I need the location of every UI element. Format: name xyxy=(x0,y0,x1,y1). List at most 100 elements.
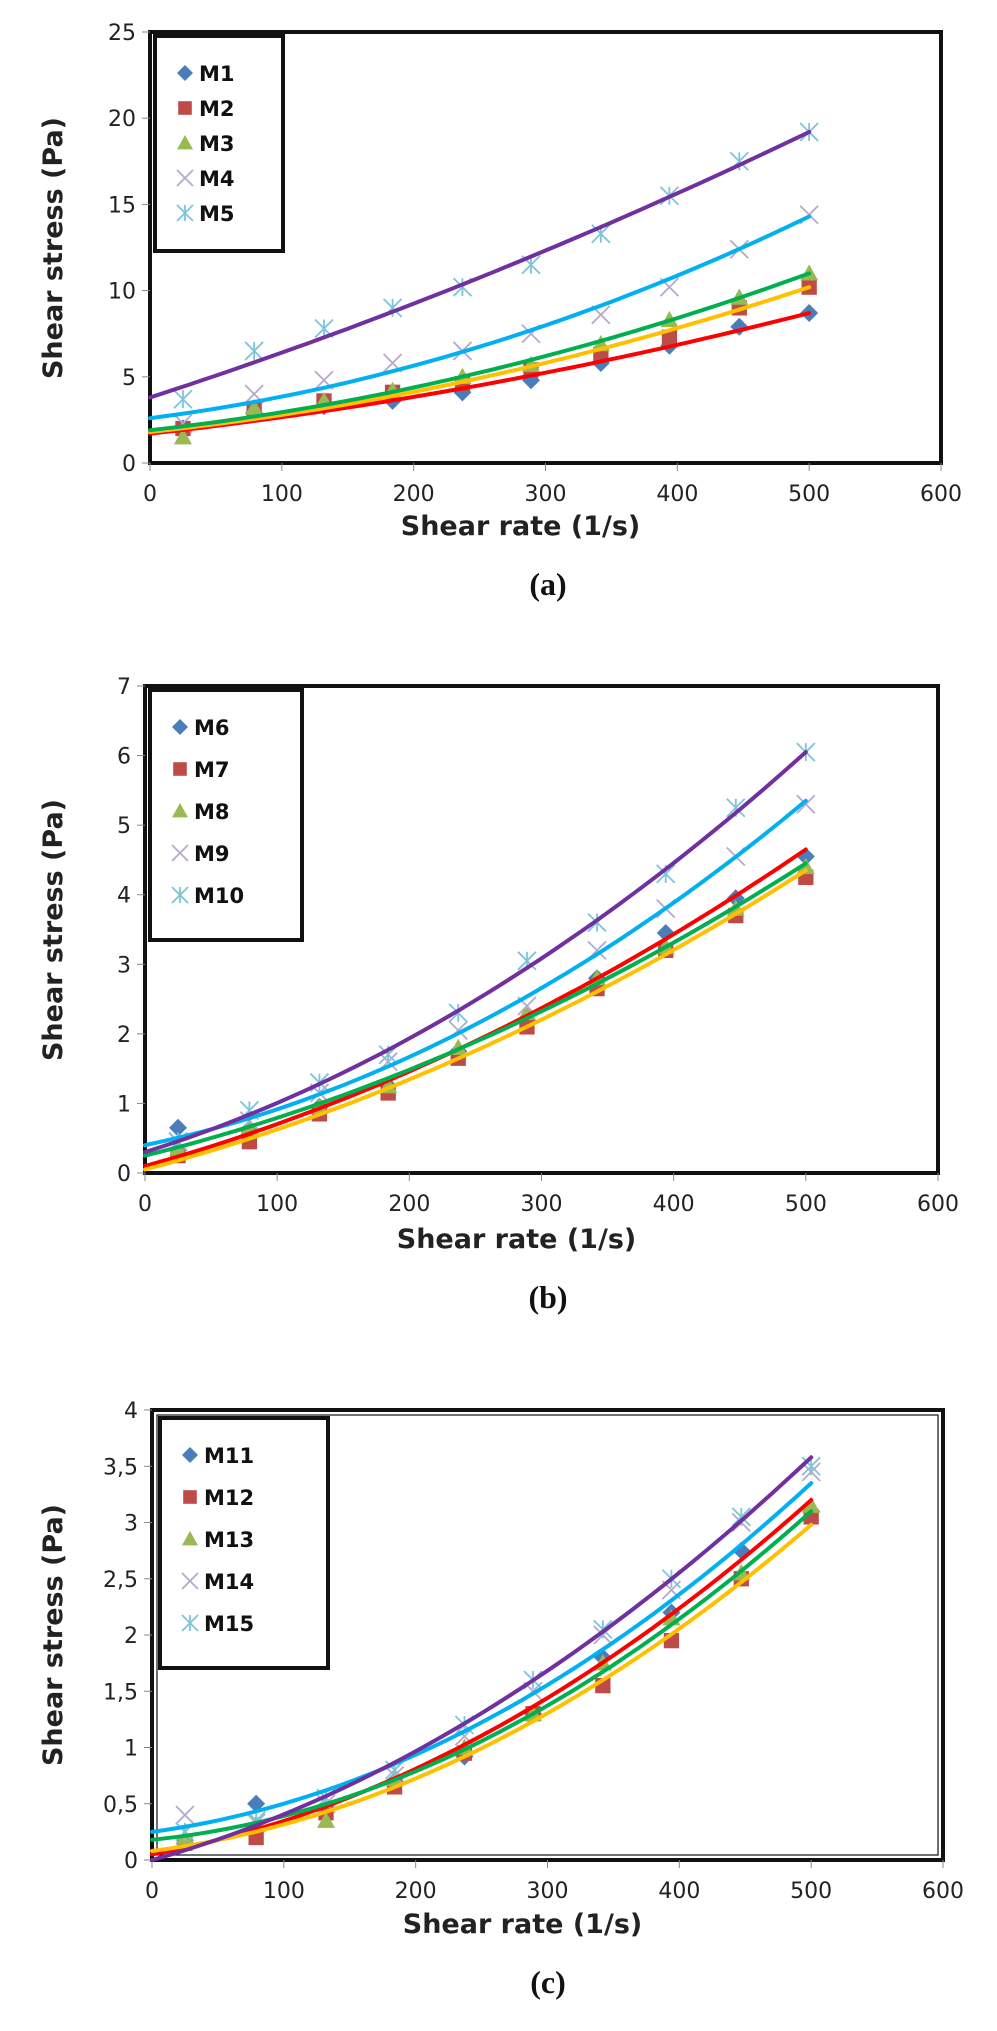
fit-line-M1 xyxy=(148,311,812,436)
data-point xyxy=(173,428,192,445)
legend-label: M4 xyxy=(199,167,235,191)
y-tick-label: 7 xyxy=(117,675,131,700)
data-point xyxy=(169,1118,188,1137)
fit-line-M8 xyxy=(143,861,808,1158)
y-axis-title: Shear stress (Pa) xyxy=(38,117,69,379)
y-tick-label: 3 xyxy=(124,1512,138,1537)
legend-label: M8 xyxy=(194,800,230,824)
x-axis-title: Shear rate (1/s) xyxy=(403,1909,642,1940)
legend-label: M1 xyxy=(199,62,235,86)
data-point-stroke xyxy=(244,384,264,404)
legend-marker-asterisk-icon xyxy=(176,204,194,222)
y-tick-label: 0 xyxy=(122,452,136,477)
x-tick-label: 0 xyxy=(143,482,157,507)
x-tick-label: 0 xyxy=(145,1879,159,1904)
data-point xyxy=(244,341,264,361)
y-tick-label: 4 xyxy=(117,884,131,909)
x-tick-label: 400 xyxy=(658,1879,700,1904)
y-tick-label: 10 xyxy=(108,280,136,305)
legend: M11 M12 M13 M14 M15 xyxy=(158,1416,330,1670)
legend-marker-diamond-icon xyxy=(182,1447,198,1463)
fit-line-M7 xyxy=(143,868,808,1172)
legend-label: M11 xyxy=(204,1444,254,1468)
x-axis-title: Shear rate (1/s) xyxy=(397,1224,636,1255)
data-point-stroke xyxy=(796,794,816,814)
x-tick-label: 100 xyxy=(263,1879,305,1904)
y-tick-label: 0 xyxy=(117,1162,131,1187)
y-tick-label: 2 xyxy=(124,1624,138,1649)
y-tick-label: 1 xyxy=(124,1737,138,1762)
x-tick-label: 500 xyxy=(788,482,830,507)
x-tick-label: 300 xyxy=(521,1192,563,1217)
fit-line-M4 xyxy=(148,214,812,421)
legend-marker-triangle-icon xyxy=(177,135,193,150)
legend-marker-x-icon xyxy=(171,844,189,862)
data-point xyxy=(245,398,264,416)
x-tick-label: 300 xyxy=(527,1879,569,1904)
legend-marker-diamond-icon xyxy=(177,65,193,81)
legend-label: M10 xyxy=(194,884,244,908)
x-tick-label: 400 xyxy=(653,1192,695,1217)
x-tick-label: 400 xyxy=(656,482,698,507)
x-tick-label: 100 xyxy=(256,1192,298,1217)
x-tick-label: 200 xyxy=(393,482,435,507)
y-tick-label: 2,5 xyxy=(103,1568,138,1593)
y-tick-label: 1 xyxy=(117,1092,131,1117)
data-point xyxy=(317,1811,336,1828)
plot-frame-inner xyxy=(156,1414,939,1856)
y-axis-title: Shear stress (Pa) xyxy=(38,1504,69,1766)
legend-label: M12 xyxy=(204,1486,254,1510)
fit-line-M9 xyxy=(143,798,808,1148)
data-point xyxy=(802,1496,821,1513)
legend-label: M15 xyxy=(204,1612,254,1636)
x-tick-label: 600 xyxy=(920,482,962,507)
legend-marker-square-icon xyxy=(173,762,187,776)
legend-label: M3 xyxy=(199,132,235,156)
legend-label: M5 xyxy=(199,202,235,226)
y-tick-label: 25 xyxy=(108,21,136,46)
panel-label: (a) xyxy=(529,566,566,602)
y-tick-label: 0 xyxy=(124,1849,138,1874)
fit-line-M2 xyxy=(148,285,812,434)
y-tick-label: 6 xyxy=(117,745,131,770)
x-tick-label: 500 xyxy=(790,1879,832,1904)
legend-label: M9 xyxy=(194,842,230,866)
x-tick-label: 200 xyxy=(388,1192,430,1217)
x-tick-label: 0 xyxy=(138,1192,152,1217)
legend-box xyxy=(153,34,285,253)
y-tick-label: 2 xyxy=(117,1023,131,1048)
legend-marker-triangle-icon xyxy=(172,803,188,818)
y-tick-label: 3,5 xyxy=(103,1455,138,1480)
fit-line-M3 xyxy=(148,271,812,433)
data-point-stroke xyxy=(175,1805,195,1825)
legend-marker-asterisk-icon xyxy=(171,886,189,904)
data-point xyxy=(175,1805,195,1825)
data-point-stroke xyxy=(591,305,611,325)
y-tick-label: 5 xyxy=(122,366,136,391)
legend-label: M7 xyxy=(194,758,230,782)
data-point-stroke xyxy=(382,353,403,373)
data-point xyxy=(796,794,816,814)
panel-a: 0 5 10 15 20 25 0 100 200 300 400 500 600 Shear rate … xyxy=(38,21,962,602)
y-tick-label: 3 xyxy=(117,953,131,978)
x-tick-label: 500 xyxy=(785,1192,827,1217)
data-point-stroke xyxy=(517,996,537,1016)
legend-marker-diamond-icon xyxy=(172,719,188,735)
panel-c: 0 0,5 1 1,5 2 2,5 3 3,5 4 0 100 200 300 400 500 600 Shea… xyxy=(38,1399,964,2000)
fit-line-M5 xyxy=(148,130,812,400)
data-point xyxy=(173,389,193,409)
fit-line-M12 xyxy=(150,1522,814,1853)
x-tick-label: 200 xyxy=(395,1879,437,1904)
panel-label: (c) xyxy=(530,1964,566,2000)
legend-marker-x-icon xyxy=(176,169,194,187)
legend-marker-triangle-icon xyxy=(182,1531,198,1546)
fit-line-M15 xyxy=(150,1455,814,1862)
legend-marker-x-icon-stroke xyxy=(181,1572,199,1590)
legend-marker-square-icon xyxy=(178,101,192,115)
panel-b: 0 1 2 3 4 5 6 7 0 100 200 300 400 500 600 Shear rate (1… xyxy=(38,675,959,1315)
legend-marker-x-icon xyxy=(181,1572,199,1590)
x-tick-label: 100 xyxy=(261,482,303,507)
legend-label: M14 xyxy=(204,1570,254,1594)
y-tick-label: 4 xyxy=(124,1399,138,1424)
x-tick-label: 600 xyxy=(917,1192,959,1217)
